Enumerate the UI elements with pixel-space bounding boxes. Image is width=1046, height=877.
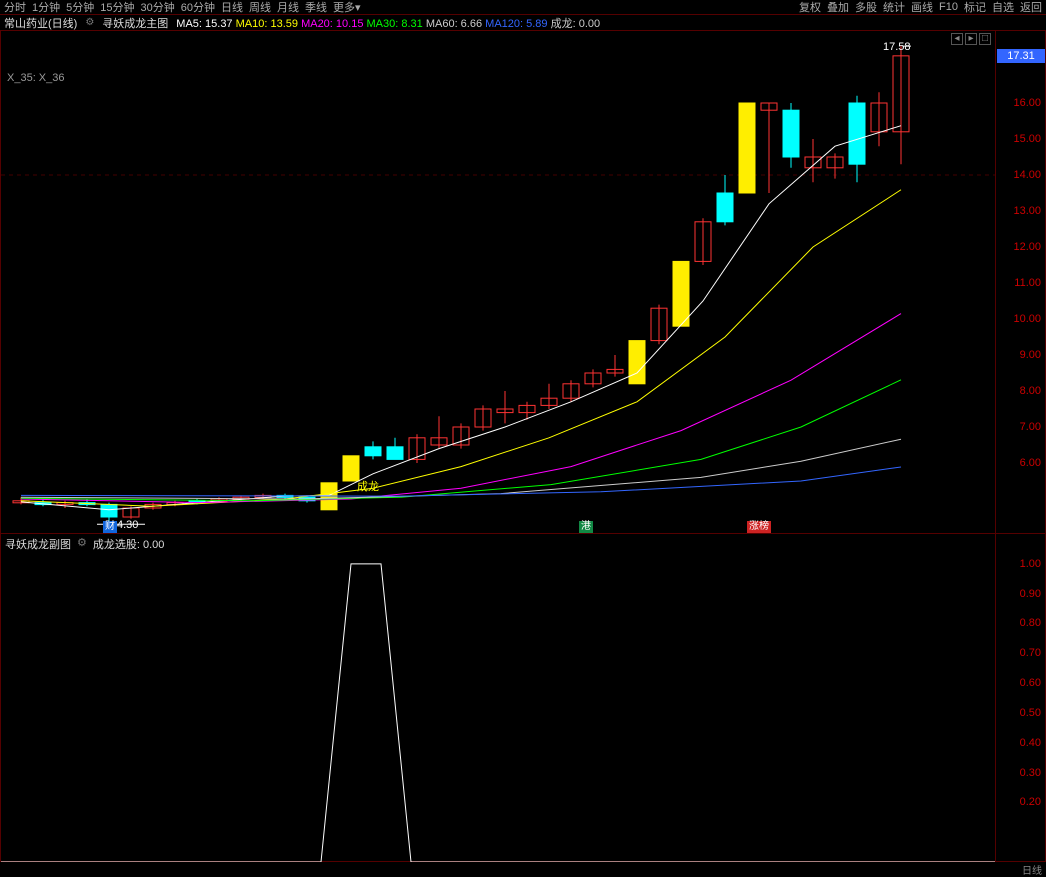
sub-chart[interactable]: 寻妖成龙副图⚙成龙选股: 0.00 0.200.300.400.500.600.… — [0, 534, 1046, 862]
time-tab[interactable]: 分时 — [4, 0, 26, 15]
event-badge[interactable]: 财 — [103, 521, 117, 533]
y-tick: 0.40 — [1020, 737, 1041, 749]
time-tab[interactable]: 周线 — [249, 0, 271, 15]
gear-icon[interactable]: ⚙ — [85, 17, 94, 28]
arrow-left-icon[interactable]: ◂ — [951, 33, 963, 45]
arrow-right-icon[interactable]: ▸ — [965, 33, 977, 45]
event-badge[interactable]: 港 — [579, 521, 593, 533]
time-tab[interactable]: 季线 — [305, 0, 327, 15]
y-tick: 7.00 — [1020, 421, 1041, 433]
y-tick: 0.30 — [1020, 767, 1041, 779]
main-legend: 常山药业(日线) ⚙ 寻妖成龙主图 MA5: 15.37 MA10: 13.59… — [0, 14, 1046, 30]
right-tab[interactable]: 叠加 — [827, 0, 849, 15]
y-tick: 0.60 — [1020, 677, 1041, 689]
time-tab[interactable]: 日线 — [221, 0, 243, 15]
right-tab[interactable]: 自选 — [992, 0, 1014, 15]
right-tab[interactable]: 统计 — [883, 0, 905, 15]
time-tab[interactable]: 15分钟 — [100, 0, 134, 15]
svg-text:17.58: 17.58 — [883, 41, 911, 53]
y-tick: 8.00 — [1020, 385, 1041, 397]
indicator-name: 寻妖成龙主图 — [102, 15, 168, 31]
y-tick: 12.00 — [1013, 241, 1041, 253]
last-price-tag: 17.31 — [997, 49, 1045, 63]
y-tick: 0.70 — [1020, 647, 1041, 659]
gear-icon[interactable]: ⚙ — [77, 536, 87, 552]
ma-value: MA30: 8.31 — [367, 18, 423, 30]
right-tab[interactable]: 标记 — [964, 0, 986, 15]
main-chart[interactable]: ◂ ▸ □ 17.58 4.30 X_35: X_36 成龙财 港 涨榜 6.00 7.00… — [0, 30, 1046, 534]
sub-legend-item: 寻妖成龙副图 — [5, 536, 71, 552]
time-tabs: 分时 1分钟 5分钟 15分钟 30分钟 60分钟日线周线月线季线更多▾ 复权叠加多股统计画… — [0, 0, 1046, 14]
time-tab[interactable]: 30分钟 — [141, 0, 175, 15]
y-tick: 0.50 — [1020, 707, 1041, 719]
box-icon[interactable]: □ — [979, 33, 991, 45]
bottom-bar: 日线 — [0, 862, 1046, 876]
ma-value: MA60: 6.66 — [426, 18, 482, 30]
right-tab[interactable]: 返回 — [1020, 0, 1042, 15]
y-tick: 13.00 — [1013, 205, 1041, 217]
ma-value: 成龙: 0.00 — [551, 18, 601, 30]
sub-legend: 寻妖成龙副图 ⚙ 成龙选股: 0.00 — [5, 536, 164, 552]
svg-text:X_35: X_36: X_35: X_36 — [7, 72, 65, 84]
ma-value: MA120: 5.89 — [485, 18, 547, 30]
event-badge[interactable]: 涨榜 — [747, 521, 771, 533]
y-tick: 15.00 — [1013, 133, 1041, 145]
svg-text:成龙: 成龙 — [357, 480, 379, 493]
right-tab[interactable]: 复权 — [799, 0, 821, 15]
y-tick: 9.00 — [1020, 349, 1041, 361]
y-tick: 16.00 — [1013, 97, 1041, 109]
sub-y-axis: 0.20 0.30 0.40 0.50 0.60 0.70 0.80 0.90 1.00 — [995, 534, 1045, 861]
y-tick: 10.00 — [1013, 313, 1041, 325]
y-tick: 11.00 — [1014, 277, 1041, 289]
time-tab[interactable]: 月线 — [277, 0, 299, 15]
y-tick: 0.80 — [1020, 617, 1041, 629]
right-tab[interactable]: 画线 — [911, 0, 933, 15]
time-tab[interactable]: 更多▾ — [333, 0, 361, 15]
bottom-right-label: 日线 — [1022, 862, 1042, 877]
y-tick: 1.00 — [1020, 558, 1041, 570]
y-tick: 0.20 — [1020, 796, 1041, 808]
right-tab[interactable]: 多股 — [855, 0, 877, 15]
time-tab[interactable]: 60分钟 — [181, 0, 215, 15]
time-tab[interactable]: 5分钟 — [66, 0, 94, 15]
time-tab[interactable]: 1分钟 — [32, 0, 60, 15]
y-tick: 14.00 — [1013, 169, 1041, 181]
y-tick: 0.90 — [1020, 588, 1041, 600]
stock-title: 常山药业(日线) — [4, 15, 77, 31]
main-y-axis: 6.00 7.00 8.00 9.00 10.00 11.00 12.00 13.00 14.0… — [995, 31, 1045, 533]
ma-value: MA10: 13.59 — [236, 18, 298, 30]
right-tab[interactable]: F10 — [939, 1, 958, 13]
y-tick: 6.00 — [1020, 457, 1041, 469]
sub-legend-item: 成龙选股: 0.00 — [93, 536, 165, 552]
chart-corner-icons: ◂ ▸ □ — [951, 33, 991, 45]
svg-text:4.30: 4.30 — [117, 519, 138, 531]
ma-value: MA5: 15.37 — [176, 18, 232, 30]
ma-value: MA20: 10.15 — [301, 18, 363, 30]
